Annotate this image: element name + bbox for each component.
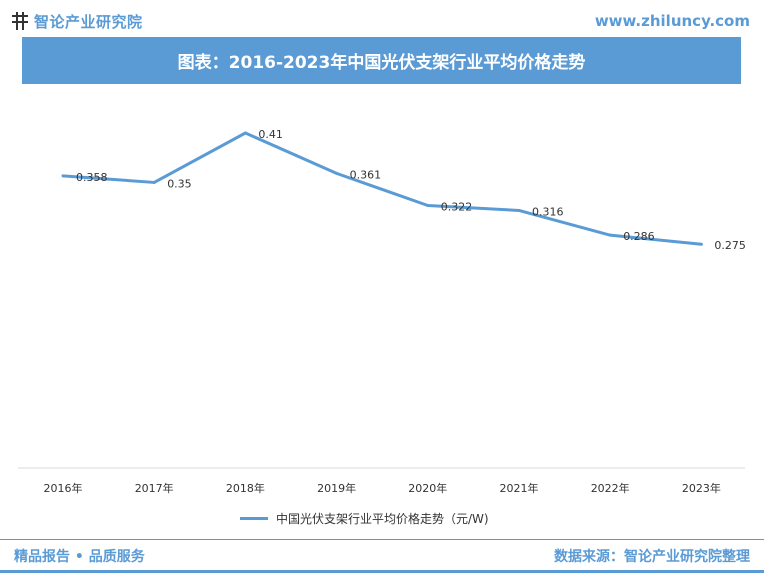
data-point [608, 233, 612, 237]
chart-legend: 中国光伏支架行业平均价格走势（元/W) [240, 510, 489, 527]
x-tick-label: 2021年 [500, 481, 539, 495]
x-tick-label: 2020年 [408, 481, 447, 495]
footer-source: 数据来源：智论产业研究院整理 [554, 549, 750, 565]
site-url: www.zhiluncy.com [594, 12, 750, 30]
series-line [62, 131, 702, 246]
footer-slogan: 精品报告 • 品质服务 [14, 549, 145, 565]
data-label: 0.275 [714, 239, 746, 252]
x-tick-label: 2022年 [591, 481, 630, 495]
legend-swatch [240, 517, 268, 520]
data-point [426, 204, 430, 208]
data-point [61, 174, 65, 178]
footer-bottom-bar [0, 570, 764, 573]
data-label: 0.361 [350, 168, 382, 181]
x-tick-label: 2023年 [682, 481, 721, 495]
data-label: 0.41 [258, 128, 283, 141]
data-label: 0.322 [441, 201, 473, 214]
data-point [699, 242, 703, 246]
brand-logo-icon [12, 12, 28, 30]
x-tick-label: 2017年 [135, 481, 174, 495]
legend-label: 中国光伏支架行业平均价格走势（元/W) [276, 512, 489, 526]
x-tick-label: 2016年 [44, 481, 83, 495]
data-point [152, 180, 156, 184]
brand-logo: 智论产业研究院 [10, 10, 143, 32]
data-point [243, 131, 247, 135]
data-label: 0.35 [167, 177, 192, 190]
chart-title: 图表：2016-2023年中国光伏支架行业平均价格走势 [177, 53, 586, 73]
brand-name: 智论产业研究院 [34, 12, 143, 31]
chart-title-band: 图表：2016-2023年中国光伏支架行业平均价格走势 [22, 37, 741, 84]
x-tick-label: 2018年 [226, 481, 265, 495]
data-label: 0.316 [532, 205, 564, 218]
data-point [335, 171, 339, 175]
data-point [517, 208, 521, 212]
data-label: 0.286 [623, 230, 655, 243]
data-label: 0.358 [76, 171, 108, 184]
footer-divider [0, 539, 764, 540]
x-tick-label: 2019年 [317, 481, 356, 495]
